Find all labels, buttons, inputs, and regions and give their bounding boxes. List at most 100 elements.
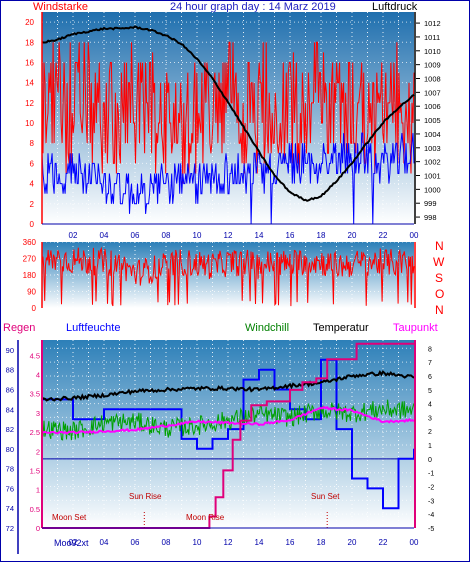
time-tick-label: 06 [131, 231, 140, 240]
temperature-tick-label: 7 [428, 360, 432, 367]
temperature-tick-label: -3 [428, 498, 434, 505]
time-tick-label: 14 [255, 538, 264, 547]
time-tick-label: 04 [100, 231, 109, 240]
dewpoint-series [41, 405, 415, 435]
humidity-series [42, 358, 415, 510]
temperature-tick-label: 8 [428, 346, 432, 353]
temperature-tick-label: 3 [428, 415, 432, 422]
compass-letter: O [435, 287, 444, 301]
direction-tick-label: 0 [32, 304, 37, 313]
pressure-tick-label: 998 [424, 213, 437, 222]
temperature-humidity-plot [41, 342, 415, 529]
wind-tick-label: 10 [25, 119, 34, 128]
time-tick-label: 00 [410, 538, 419, 547]
temperature-tick-label: -4 [428, 512, 434, 519]
pressure-tick-label: 1009 [424, 61, 441, 70]
pressure-tick-label: 1004 [424, 130, 441, 139]
regen-tick-label: 1.5 [30, 466, 40, 475]
temperature-tick-label: 4 [428, 402, 432, 409]
direction-tick-label: 270 [23, 255, 37, 264]
moon-set-label: Moon Set [52, 513, 87, 522]
temperature-tick-label: -5 [428, 526, 434, 533]
pressure-tick-label: 1005 [424, 116, 441, 125]
time-tick-label: 04 [100, 538, 109, 547]
regen-tick-label: 2.5 [30, 428, 40, 437]
time-tick-label: 18 [317, 538, 326, 547]
time-tick-label: 08 [162, 538, 171, 547]
sun-set-label: Sun Set [311, 492, 340, 501]
regen-tick-label: 4 [36, 371, 40, 380]
time-tick-label: 12 [224, 231, 233, 240]
pressure-tick-label: 1001 [424, 172, 441, 181]
humidity-tick-label: 88 [6, 366, 14, 375]
wind-tick-label: 8 [30, 139, 35, 148]
time-tick-label: 08 [162, 231, 171, 240]
wind-tick-label: 20 [25, 18, 34, 27]
humidity-tick-label: 90 [6, 346, 14, 355]
regen-series [42, 342, 414, 529]
time-tick-label: 16 [286, 231, 295, 240]
time-tick-label: 16 [286, 538, 295, 547]
time-tick-label: 00 [410, 231, 419, 240]
humidity-tick-label: 74 [6, 504, 14, 513]
time-tick-label: 10 [193, 231, 202, 240]
humidity-tick-label: 86 [6, 385, 14, 394]
wind-direction-plot [41, 246, 415, 307]
wind-tick-label: 16 [25, 58, 34, 67]
time-tick-label: 22 [379, 231, 388, 240]
time-tick-label: 10 [193, 538, 202, 547]
pressure-tick-label: 1011 [424, 33, 440, 42]
pressure-axis-title: Luftdruck [372, 1, 418, 13]
wind-tick-label: 4 [30, 180, 35, 189]
pressure-tick-label: 1007 [424, 88, 441, 97]
temperature-tick-label: 2 [428, 429, 432, 436]
time-tick-label: 20 [348, 538, 357, 547]
wind-tick-label: 12 [25, 99, 34, 108]
pressure-tick-label: 1008 [424, 75, 441, 84]
direction-tick-label: 360 [23, 238, 37, 247]
pressure-tick-label: 1003 [424, 144, 441, 153]
time-tick-label: 18 [317, 231, 326, 240]
wind-tick-label: 14 [25, 79, 34, 88]
wind-tick-label: 6 [30, 159, 35, 168]
pressure-tick-label: 1002 [424, 158, 441, 167]
wind-pressure-plot [41, 25, 415, 225]
grid-layer [42, 12, 414, 529]
humidity-tick-label: 72 [6, 524, 14, 533]
compass-letters: N W S O N [433, 239, 445, 317]
pressure-series [41, 25, 415, 202]
humidity-tick-label: 84 [6, 405, 14, 414]
temperature-series [41, 369, 415, 402]
temperature-tick-label: 0 [428, 457, 432, 464]
compass-letter: N [435, 239, 444, 253]
direction-tick-label: 90 [27, 288, 36, 297]
pressure-tick-label: 1006 [424, 102, 441, 111]
temperature-tick-label: -1 [428, 471, 434, 478]
time-tick-label: 02 [69, 231, 78, 240]
moon-rise-label: Moon Rise [186, 513, 225, 522]
wind-average-series [41, 132, 415, 225]
chart-title: 24 hour graph day : 14 Marz 2019 [170, 1, 336, 13]
regen-tick-label: 3 [36, 409, 40, 418]
time-tick-label: 02 [69, 538, 78, 547]
compass-letter: N [435, 303, 444, 317]
temperature-tick-label: -2 [428, 485, 434, 492]
wind-axis-title: Windstarke [33, 1, 88, 13]
pressure-tick-label: 1012 [424, 19, 441, 28]
temperatur-label: Temperatur [313, 322, 369, 334]
luftfeuchte-label: Luftfeuchte [66, 322, 120, 334]
regen-tick-label: 0.5 [30, 505, 40, 514]
time-tick-label: 12 [224, 538, 233, 547]
regen-tick-label: 1 [36, 486, 40, 495]
temperature-tick-label: 6 [428, 374, 432, 381]
time-tick-label: 20 [348, 231, 357, 240]
wind-direction-series [41, 246, 415, 307]
regen-label: Regen [3, 322, 35, 334]
taupunkt-label: Taupunkt [393, 322, 438, 334]
time-tick-label: 22 [379, 538, 388, 547]
pressure-tick-label: 999 [424, 199, 437, 208]
windchill-series [41, 399, 415, 441]
annotations: Moon Set Sun Rise Moon Rise Sun Set [52, 492, 340, 522]
humidity-tick-label: 80 [6, 445, 14, 454]
regen-tick-label: 0 [36, 524, 40, 533]
